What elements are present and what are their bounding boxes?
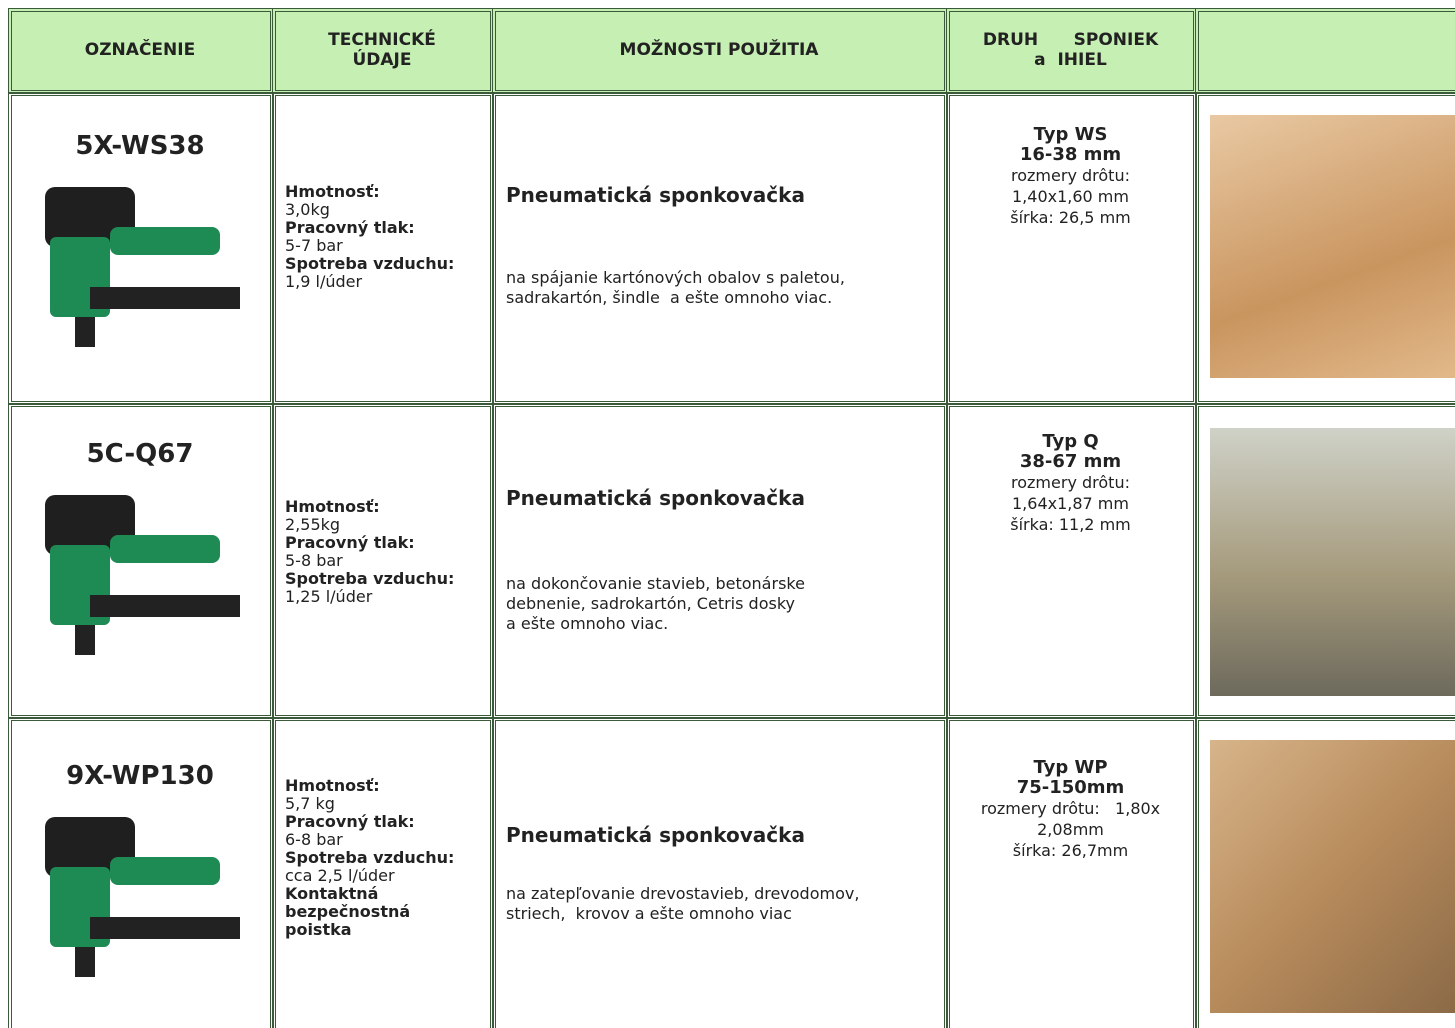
model-name: 5C-Q67 (86, 439, 194, 469)
staple-head: 38-67 mm (1019, 451, 1122, 472)
photo (1210, 740, 1455, 1013)
model-name: 5X-WS38 (75, 131, 205, 161)
spec-text: Hmotnosť: (285, 497, 380, 516)
header-text: a IHIEL (1034, 50, 1107, 70)
staple-text: 2,08mm (1037, 820, 1104, 839)
spec-text: poistka (285, 920, 352, 939)
tool-handle (110, 535, 220, 563)
table-cell (492, 403, 948, 719)
spec-text: 1,9 l/úder (285, 272, 363, 291)
use-title: Pneumatická sponkovačka (506, 823, 805, 847)
staple-head: 16-38 mm (1019, 144, 1122, 165)
staple-head: 75-150mm (1016, 777, 1125, 798)
use-text: sadrakartón, šindle a ešte omnoho viac. (506, 288, 833, 307)
tool-image (45, 187, 240, 347)
spec-text: 6-8 bar (285, 830, 343, 849)
staple-head: Typ Q (1042, 431, 1099, 452)
use-text: a ešte omnoho viac. (506, 614, 669, 633)
tool-handle (110, 857, 220, 885)
staple-text: šírka: 26,7mm (1012, 841, 1129, 860)
staple-text: šírka: 11,2 mm (1010, 515, 1131, 534)
use-text: na dokončovanie stavieb, betonárske (506, 574, 805, 593)
header-text: ÚDAJE (352, 50, 412, 70)
spec-text: Kontaktná (285, 884, 379, 903)
photo (1210, 428, 1455, 696)
spec-text: Spotreba vzduchu: (285, 848, 455, 867)
tool-nose (75, 625, 95, 655)
tool-nose (75, 947, 95, 977)
staple-text: rozmery drôtu: 1,80x (980, 799, 1161, 818)
spec-text: 3,0kg (285, 200, 330, 219)
spec-text: Pracovný tlak: (285, 533, 415, 552)
use-text: debnenie, sadrokartón, Cetris dosky (506, 594, 795, 613)
use-title: Pneumatická sponkovačka (506, 486, 805, 510)
table-cell (1195, 717, 1455, 1028)
staple-text: šírka: 26,5 mm (1010, 208, 1131, 227)
tool-nose (75, 317, 95, 347)
header-text: TECHNICKÉ (328, 30, 436, 50)
spec-text: 5,7 kg (285, 794, 335, 813)
spec-text: 5-8 bar (285, 551, 343, 570)
staple-text: 1,40x1,60 mm (1012, 187, 1129, 206)
spec-text: 2,55kg (285, 515, 341, 534)
spec-text: 1,25 l/úder (285, 587, 373, 606)
use-text: na zatepľovanie drevostavieb, drevodomov… (506, 884, 860, 903)
use-text: striech, krovov a ešte omnoho viac (506, 904, 792, 923)
use-title: Pneumatická sponkovačka (506, 183, 805, 207)
tool-magazine (90, 595, 240, 617)
staple-head: Typ WS (1033, 124, 1108, 145)
header-text: MOŽNOSTI POUŽITIA (619, 40, 819, 60)
use-text: na spájanie kartónových obalov s paletou… (506, 268, 845, 287)
spec-text: Hmotnosť: (285, 182, 380, 201)
spec-text: Pracovný tlak: (285, 812, 415, 831)
tool-magazine (90, 287, 240, 309)
staple-text: 1,64x1,87 mm (1012, 494, 1129, 513)
spec-text: Spotreba vzduchu: (285, 569, 455, 588)
staple-head: Typ WP (1033, 757, 1108, 778)
spec-text: bezpečnostná (285, 902, 411, 921)
staple-text: rozmery drôtu: (1011, 473, 1130, 492)
table-cell (1195, 8, 1455, 94)
spec-text: Hmotnosť: (285, 776, 380, 795)
spec-text: Spotreba vzduchu: (285, 254, 455, 273)
tool-magazine (90, 917, 240, 939)
table-cell (272, 8, 494, 94)
tool-handle (110, 227, 220, 255)
table-cell (492, 717, 948, 1028)
tool-image (45, 495, 240, 655)
table-cell (492, 92, 948, 405)
header-text: DRUH SPONIEK (982, 30, 1159, 50)
spec-text: cca 2,5 l/úder (285, 866, 395, 885)
staple-text: rozmery drôtu: (1011, 166, 1130, 185)
tool-image (45, 817, 240, 977)
spec-text: Pracovný tlak: (285, 218, 415, 237)
model-name: 9X-WP130 (66, 761, 214, 791)
photo (1210, 115, 1455, 378)
spec-text: 5-7 bar (285, 236, 343, 255)
header-text: OZNAČENIE (84, 40, 196, 60)
